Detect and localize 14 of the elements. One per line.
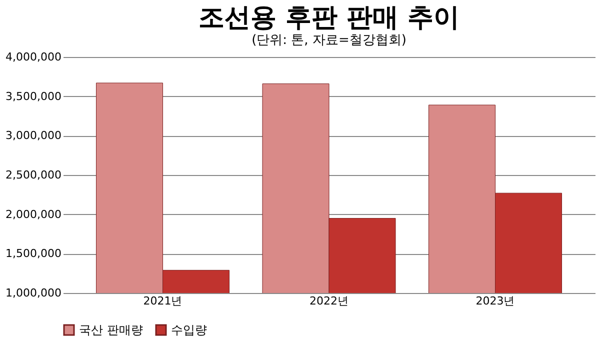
y-tick-label: 1,000,000	[6, 286, 62, 300]
y-tick-label: 2,500,000	[6, 168, 62, 182]
x-tick-label: 2023년	[476, 294, 515, 308]
y-tick-label: 3,000,000	[6, 129, 62, 142]
x-tick-label: 2022년	[310, 294, 348, 308]
y-tick-label: 1,500,000	[6, 247, 62, 260]
y-tick-label: 2,000,000	[6, 208, 62, 221]
chart-title: 조선용 후판 판매 추이	[198, 3, 460, 33]
x-tick-label: 2021년	[143, 294, 182, 308]
y-tick-label: 4,000,000	[6, 50, 62, 64]
legend-label: 수입량	[171, 323, 207, 337]
chart-subtitle: (단위: 톤, 자료=철강협회)	[252, 33, 406, 48]
y-tick-label: 3,500,000	[6, 90, 62, 103]
legend-label: 국산 판매량	[79, 323, 143, 337]
